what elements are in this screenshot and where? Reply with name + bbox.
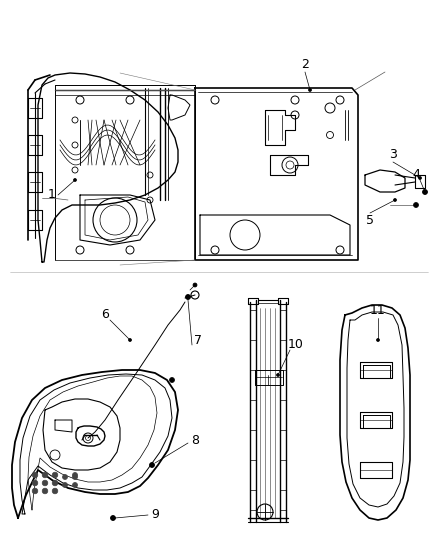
Circle shape <box>149 463 155 467</box>
Circle shape <box>73 482 78 488</box>
Circle shape <box>393 198 396 201</box>
Circle shape <box>377 338 379 342</box>
Text: 1: 1 <box>48 189 56 201</box>
Text: 8: 8 <box>191 433 199 447</box>
Text: 2: 2 <box>301 59 309 71</box>
Circle shape <box>413 203 418 207</box>
Circle shape <box>52 480 58 486</box>
Circle shape <box>74 179 77 182</box>
Circle shape <box>52 488 58 494</box>
Circle shape <box>128 338 131 342</box>
Circle shape <box>42 480 48 486</box>
Circle shape <box>308 88 311 92</box>
Circle shape <box>42 488 48 494</box>
Circle shape <box>193 283 197 287</box>
Text: 5: 5 <box>366 214 374 227</box>
Circle shape <box>418 176 421 180</box>
Text: 3: 3 <box>389 149 397 161</box>
Text: 11: 11 <box>370 303 386 317</box>
Text: 10: 10 <box>288 338 304 351</box>
Circle shape <box>32 480 38 486</box>
Text: 4: 4 <box>412 168 420 182</box>
Circle shape <box>186 295 190 299</box>
Text: 9: 9 <box>151 508 159 521</box>
Text: 7: 7 <box>194 334 202 346</box>
Circle shape <box>110 515 116 521</box>
Circle shape <box>63 482 67 488</box>
Circle shape <box>423 190 427 194</box>
Text: 6: 6 <box>101 309 109 321</box>
Circle shape <box>73 474 78 480</box>
Circle shape <box>111 516 115 520</box>
Circle shape <box>186 295 191 300</box>
Circle shape <box>150 463 154 467</box>
Circle shape <box>423 190 427 195</box>
Circle shape <box>73 472 78 478</box>
Circle shape <box>32 472 38 478</box>
Circle shape <box>63 474 67 480</box>
Circle shape <box>42 472 48 478</box>
Circle shape <box>52 472 58 478</box>
Circle shape <box>32 488 38 494</box>
Circle shape <box>276 374 279 376</box>
Circle shape <box>170 377 174 383</box>
